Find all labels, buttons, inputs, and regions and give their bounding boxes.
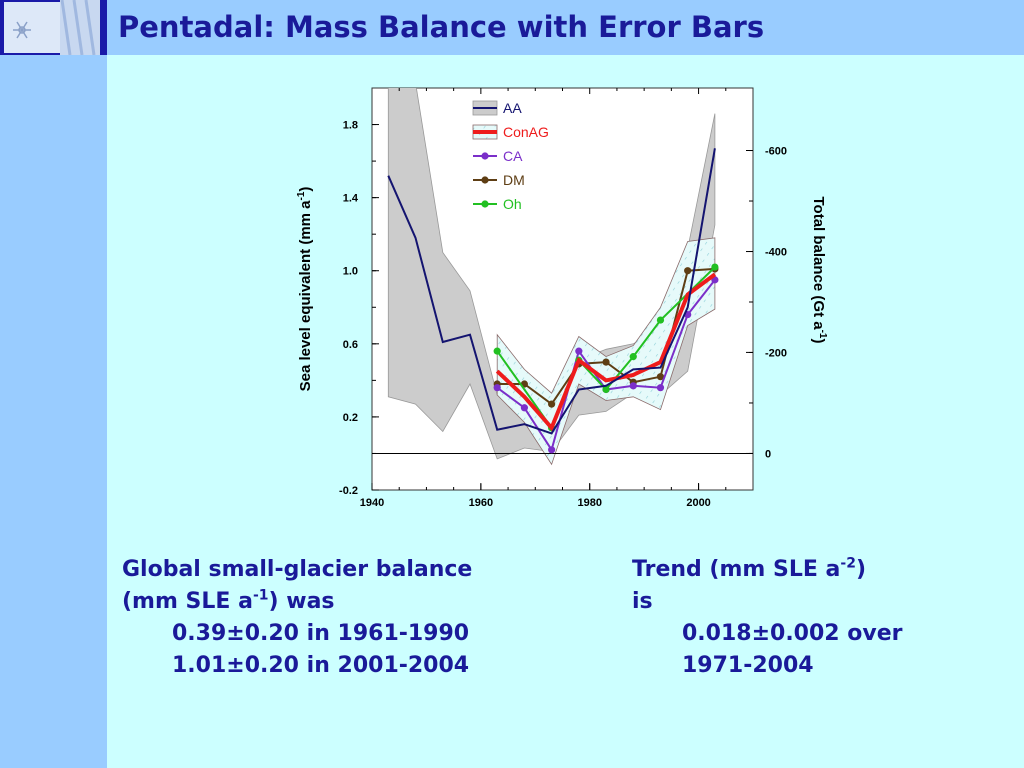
right-line-4: 1971-2004 [682,653,814,678]
point-dm [684,267,692,275]
legend-marker-ca [481,152,489,160]
legend-label-ca: CA [503,148,523,164]
y-tick-label: 1.4 [343,193,359,205]
y2-tick-label: 0 [765,448,771,460]
x-tick-label: 2000 [686,497,710,509]
side-band [0,0,107,768]
point-ca [656,384,665,392]
legend-label-oh: Oh [503,196,522,212]
conag-error-band [496,237,716,466]
legend-label-dm: DM [503,172,525,188]
legend-label-conag: ConAG [503,124,549,140]
mass-balance-chart: 1940 1960 1980 2000 -0.2 0.2 0.6 1.0 1.4 1.8 0 -200… [296,87,828,509]
legend-marker-oh [481,200,489,208]
y2-tick-label: -200 [765,347,787,359]
y-tick-label: 0.2 [343,412,358,424]
point-ca [493,384,501,392]
y2-axis-label: Total balance (Gt a-1) [810,197,828,344]
y-tick-label: 0.6 [343,339,358,351]
point-ca [575,347,583,355]
y2-tick-label: -600 [765,145,787,157]
y-tick-label: 1.8 [343,120,358,132]
point-ca [548,446,556,454]
y-axis-label: Sea level equivalent (mm a-1) [296,187,314,392]
left-line-4: 1.01±0.20 in 2001-2004 [172,653,470,678]
point-oh [656,316,665,324]
y2-tick-label: -400 [765,247,787,259]
legend-label-aa: AA [503,100,522,116]
point-oh [493,347,501,355]
point-dm [548,400,556,408]
top-band [0,0,1024,55]
series-line-conag [495,272,717,432]
x-tick-label: 1940 [360,497,384,509]
x-tick-label: 1960 [469,497,493,509]
left-line-3: 0.39±0.20 in 1961-1990 [172,621,470,646]
point-oh [629,353,637,361]
point-ca [520,404,528,412]
right-line-1: Trend (mm SLE a-2) [632,555,867,582]
right-line-2: is [632,589,653,614]
x-tick-label: 1980 [577,497,601,509]
point-ca [629,382,637,390]
point-oh [602,385,610,394]
point-oh [711,263,719,271]
y-tick-label: -0.2 [339,485,358,497]
left-line-1: Global small-glacier balance [122,557,473,582]
series-line-aa [387,148,716,435]
point-dm [656,373,665,381]
slide-title: Pentadal: Mass Balance with Error Bars [118,10,765,44]
point-dm [602,358,610,366]
right-text-block: Trend (mm SLE a-2) is 0.018±0.002 over 1… [632,554,903,682]
glacier-logo-icon [0,0,107,55]
legend-marker-dm [481,176,489,184]
left-line-2: (mm SLE a-1) was [122,587,335,614]
y-tick-label: 1.0 [343,266,358,278]
left-text-block: Global small-glacier balance (mm SLE a-1… [122,554,472,682]
right-line-3: 0.018±0.002 over [682,621,903,646]
